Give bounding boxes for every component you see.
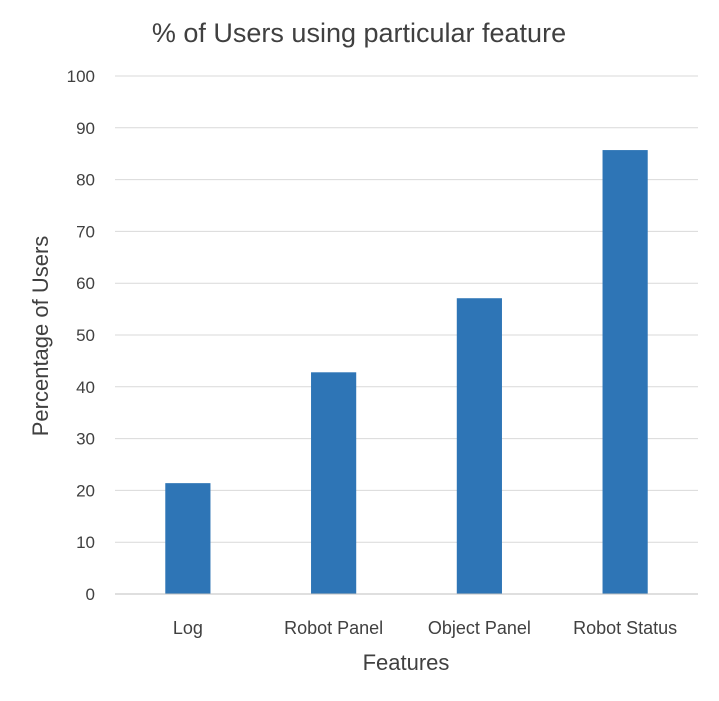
bar-robot-status bbox=[602, 150, 648, 594]
x-category-label: Log bbox=[173, 618, 203, 638]
y-tick-label: 10 bbox=[76, 533, 95, 552]
y-tick-label: 60 bbox=[76, 274, 95, 293]
x-axis-title: Features bbox=[363, 650, 450, 675]
y-axis-title: Percentage of Users bbox=[28, 236, 53, 437]
bar-log bbox=[165, 483, 211, 594]
gridlines bbox=[115, 75, 698, 543]
y-tick-label: 100 bbox=[67, 67, 95, 86]
y-tick-label: 90 bbox=[76, 119, 95, 138]
bars bbox=[165, 150, 648, 594]
y-tick-label: 20 bbox=[76, 481, 95, 500]
y-tick-label: 70 bbox=[76, 222, 95, 241]
chart-title: % of Users using particular feature bbox=[152, 18, 566, 48]
y-tick-label: 80 bbox=[76, 171, 95, 190]
x-category-label: Object Panel bbox=[428, 618, 531, 638]
x-category-label: Robot Panel bbox=[284, 618, 383, 638]
y-tick-label: 0 bbox=[86, 585, 95, 604]
y-axis-ticks: 0 10 20 30 40 50 60 70 80 90 100 bbox=[67, 67, 95, 604]
bar-object-panel bbox=[456, 298, 502, 594]
bar-robot-panel bbox=[311, 372, 357, 594]
y-tick-label: 30 bbox=[76, 430, 95, 449]
y-tick-label: 50 bbox=[76, 326, 95, 345]
x-axis-categories: Log Robot Panel Object Panel Robot Status bbox=[173, 618, 677, 638]
y-tick-label: 40 bbox=[76, 378, 95, 397]
x-category-label: Robot Status bbox=[573, 618, 677, 638]
